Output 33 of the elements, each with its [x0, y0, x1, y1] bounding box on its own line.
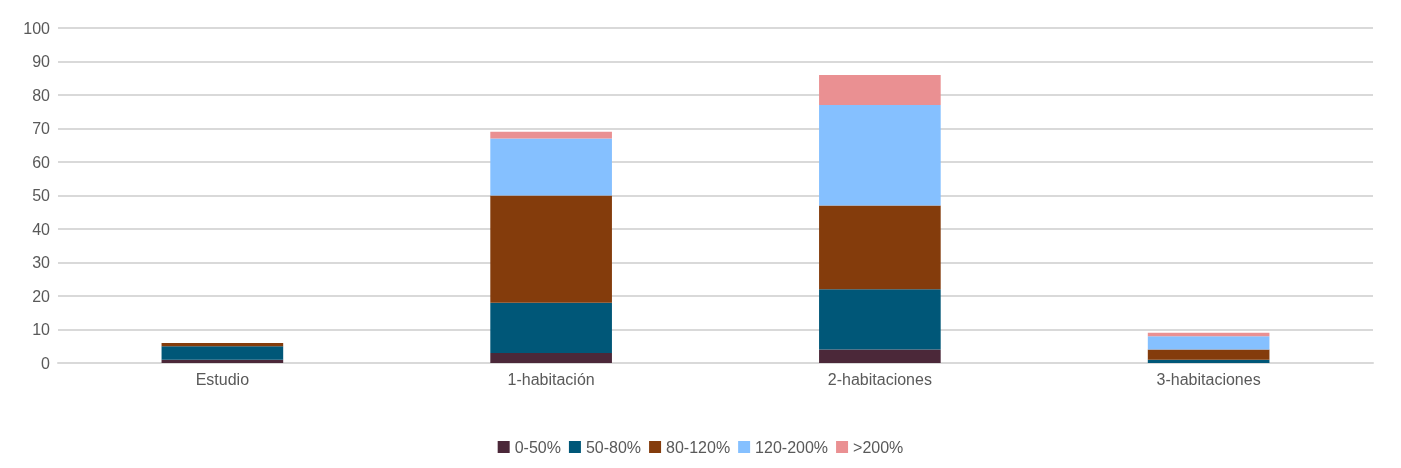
- bar: [819, 349, 941, 363]
- y-tick-label: 30: [32, 254, 51, 271]
- bar: [819, 289, 941, 350]
- bar: [490, 352, 612, 363]
- x-tick-label: 2-habitaciones: [827, 370, 932, 388]
- y-tick-label: 50: [32, 187, 51, 204]
- bar: [1147, 336, 1270, 350]
- legend-label: 50-80%: [585, 438, 642, 456]
- legend-label: 0-50%: [514, 438, 561, 456]
- bar: [819, 74, 941, 106]
- x-tick-label: 1-habitación: [507, 370, 595, 388]
- y-tick-label: 0: [41, 354, 51, 372]
- y-tick-label: 80: [32, 86, 51, 104]
- y-tick-label: 40: [32, 220, 51, 238]
- legend-label: >200%: [853, 438, 904, 456]
- y-tick-label: 90: [32, 53, 51, 70]
- y-tick-label: 20: [32, 287, 51, 305]
- bar: [490, 131, 612, 139]
- bar: [490, 195, 612, 303]
- bar: [1147, 349, 1270, 360]
- bar: [819, 105, 941, 206]
- legend-label: 120-200%: [755, 438, 829, 456]
- y-tick-label: 70: [32, 120, 51, 137]
- bar: [490, 138, 612, 196]
- bar: [490, 302, 612, 353]
- legend-label: 80-120%: [666, 438, 731, 456]
- y-tick-label: 100: [23, 19, 51, 37]
- x-tick-label: 3-habitaciones: [1156, 370, 1261, 388]
- y-tick-label: 60: [32, 153, 51, 171]
- bar: [161, 346, 284, 360]
- x-tick-label: Estudio: [195, 370, 250, 388]
- bar: [819, 205, 941, 290]
- y-tick-label: 10: [32, 321, 51, 338]
